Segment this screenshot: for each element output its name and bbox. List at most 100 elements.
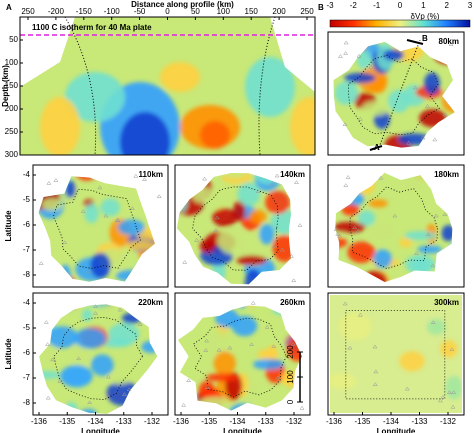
station — [45, 395, 51, 400]
station — [182, 260, 188, 264]
station — [373, 369, 379, 374]
station — [216, 347, 222, 352]
anomaly — [100, 198, 121, 217]
y-tick-label: -7 — [23, 373, 31, 382]
station — [279, 247, 285, 252]
map-panel: 220km — [32, 292, 169, 416]
x-tick-label: 100 — [217, 7, 231, 16]
station — [448, 42, 454, 46]
station — [294, 180, 299, 184]
anomaly — [417, 245, 443, 254]
x-tick-label: -200 — [48, 7, 65, 16]
panel-label: B — [318, 3, 324, 12]
station — [93, 311, 98, 315]
anomaly — [245, 57, 295, 117]
station — [297, 223, 303, 227]
anomaly — [199, 239, 216, 254]
station — [57, 378, 63, 383]
anomaly — [367, 219, 399, 245]
axis-title: Longitude — [81, 427, 120, 433]
station — [345, 175, 351, 179]
profile-section: 1100 C isotherm for 40 Ma plate — [19, 16, 316, 156]
y-tick-label: -7 — [23, 245, 31, 254]
station — [451, 390, 457, 394]
anomaly — [286, 335, 302, 362]
profile-end-label: A — [374, 143, 380, 152]
station — [425, 232, 431, 236]
axis-title: Latitude — [4, 210, 13, 242]
station — [424, 103, 430, 108]
station — [357, 312, 363, 317]
blobs — [40, 57, 315, 155]
x-tick-label: 150 — [245, 7, 259, 16]
anomaly — [108, 323, 140, 346]
x-tick-label: -136 — [31, 417, 48, 426]
station — [272, 244, 278, 248]
anomaly — [368, 199, 388, 208]
station — [126, 387, 132, 391]
station — [352, 225, 358, 229]
x-tick-label: 200 — [272, 7, 286, 16]
anomaly — [46, 326, 78, 349]
anomaly — [39, 370, 62, 379]
annotation: 1100 C isotherm for 40 Ma plate — [32, 23, 152, 32]
frame — [174, 164, 311, 288]
station — [46, 180, 52, 185]
anomaly — [117, 219, 145, 236]
anomaly — [405, 254, 436, 274]
station — [203, 348, 209, 352]
station — [38, 261, 44, 265]
station — [115, 217, 120, 222]
depth-label: 110km — [139, 170, 163, 179]
frame — [327, 31, 465, 156]
station — [121, 392, 127, 396]
station — [440, 394, 446, 399]
x-tick-label: 0 — [165, 7, 170, 16]
station — [264, 324, 270, 329]
depth-label: 140km — [280, 170, 305, 179]
outline — [349, 186, 438, 270]
anomaly — [335, 221, 366, 233]
x-tick-label: -133 — [258, 417, 275, 426]
station — [449, 347, 455, 351]
y-tick-label: 100 — [5, 58, 19, 67]
station — [129, 206, 135, 210]
station — [368, 64, 374, 69]
map-panel: 80km — [327, 31, 465, 156]
x-tick-label: -134 — [229, 417, 246, 426]
x-tick-label: -133 — [411, 417, 428, 426]
x-tick-label: -135 — [201, 417, 218, 426]
station — [274, 173, 280, 178]
station — [433, 213, 439, 218]
frame — [32, 164, 169, 288]
station — [450, 404, 456, 409]
y-tick-label: 250 — [5, 127, 19, 136]
y-tick-label: -5 — [23, 323, 31, 332]
anomaly — [205, 373, 239, 382]
station — [356, 53, 362, 58]
colorbar-tick: 3 — [468, 1, 473, 10]
station — [430, 320, 436, 324]
station — [156, 194, 162, 199]
anomaly — [90, 252, 111, 279]
station — [202, 176, 208, 181]
anomaly — [334, 81, 359, 105]
anomaly — [74, 328, 106, 349]
station — [290, 342, 296, 346]
station — [133, 173, 139, 178]
anomaly — [387, 89, 411, 113]
station — [437, 398, 443, 403]
station — [288, 253, 294, 258]
station — [442, 112, 448, 117]
x-tick-label: -136 — [326, 417, 343, 426]
x-tick-label: 250 — [21, 7, 35, 16]
station — [342, 301, 348, 306]
station — [86, 268, 92, 273]
station — [141, 177, 147, 181]
station — [432, 137, 438, 142]
anomaly — [330, 372, 357, 390]
anomaly — [270, 209, 291, 235]
station — [404, 386, 410, 391]
station — [87, 400, 93, 404]
